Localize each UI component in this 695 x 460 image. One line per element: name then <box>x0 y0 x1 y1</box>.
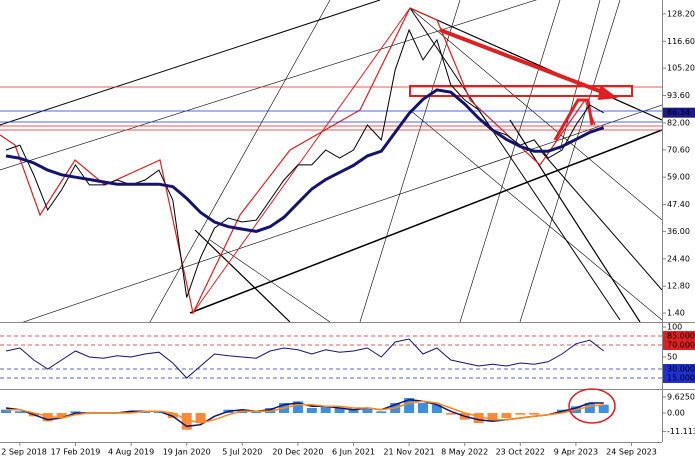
y-tick-label: 128.20 <box>667 9 695 18</box>
y-tick-label: -11.1130 <box>667 427 695 436</box>
y-tick-label: 36.00 <box>667 227 690 236</box>
histogram-bar <box>584 403 595 413</box>
histogram-bar <box>56 413 67 418</box>
histogram-bar <box>70 411 81 413</box>
y-tick-label: 100 <box>667 323 682 332</box>
y-tick-label: 1.40 <box>667 309 685 318</box>
y-tick-label: 9.6250 <box>667 392 695 401</box>
histogram-bar <box>306 408 317 413</box>
series-line <box>5 28 604 298</box>
y-tick-label: 93.60 <box>667 91 690 100</box>
histogram-bar <box>529 413 540 415</box>
x-tick-label: 20 Dec 2020 <box>272 448 323 457</box>
histogram-bar <box>140 411 150 413</box>
plots <box>0 28 662 430</box>
y-tick-label: 85.0000 <box>667 332 695 341</box>
x-tick-label: 5 Jul 2020 <box>222 448 262 457</box>
y-tick-label: 59.00 <box>667 173 690 182</box>
y-tick-label: 47.40 <box>667 200 690 209</box>
price-marker-label: 86.34 <box>667 108 690 117</box>
y-tick-label: 82.00 <box>667 118 690 127</box>
histogram-bar <box>598 404 609 413</box>
y-tick-badge <box>663 340 695 351</box>
y-tick-label: 116.60 <box>667 37 695 46</box>
y-tick-badge <box>663 331 695 342</box>
y-tick-badge <box>663 363 695 374</box>
histogram-bar <box>320 406 331 413</box>
histogram-bar <box>42 413 53 422</box>
series-line <box>6 400 604 424</box>
y-tick-label: 0.00 <box>667 409 685 418</box>
x-tick-label: 19 Jan 2020 <box>163 448 211 457</box>
y-tick-label: 15.0000 <box>667 373 695 382</box>
histogram-bar <box>362 408 373 413</box>
histogram-bar <box>181 413 192 430</box>
x-tick-label: 9 Apr 2023 <box>554 448 598 457</box>
histogram-bar <box>195 413 206 423</box>
y-tick-label: 24.40 <box>667 254 690 263</box>
histogram-bar <box>1 409 11 413</box>
y-tick-badge <box>663 372 695 383</box>
x-tick-label: 2 Sep 2018 <box>1 448 47 457</box>
y-tick-label: 105.20 <box>667 64 695 73</box>
histogram-bar <box>418 403 428 413</box>
x-tick-label: 17 Feb 2019 <box>51 448 101 457</box>
drawings <box>0 0 662 322</box>
x-tick-label: 24 Sep 2023 <box>606 448 657 457</box>
x-tick-label: 8 May 2022 <box>441 448 488 457</box>
y-tick-label: 30.0000 <box>667 364 695 373</box>
series-line <box>5 88 605 233</box>
price-marker <box>663 107 695 118</box>
histogram-bar <box>14 411 25 413</box>
histogram-bar <box>404 398 415 413</box>
highlight-circle <box>568 388 616 424</box>
histogram-bar <box>473 413 484 423</box>
x-tick-label: 6 Jun 2021 <box>332 448 375 457</box>
x-tick-label: 21 Nov 2021 <box>383 448 434 457</box>
x-tick-label: 23 Oct 2022 <box>496 448 545 457</box>
histogram-bar <box>167 413 178 418</box>
histogram-bar <box>153 411 164 413</box>
histogram-bar <box>501 413 512 418</box>
y-tick-label: 70.60 <box>667 145 690 154</box>
y-tick-label: 50 <box>667 352 677 361</box>
histogram-bar <box>126 411 137 413</box>
histogram-bar <box>251 411 262 413</box>
x-tick-label: 4 Aug 2019 <box>108 448 154 457</box>
histogram-bar <box>292 401 303 413</box>
histogram-bar <box>445 413 456 415</box>
histogram-bar <box>376 411 387 413</box>
series-line <box>5 338 605 379</box>
histogram-bar <box>487 413 498 422</box>
histogram-bar <box>348 409 359 413</box>
histogram-bar <box>334 408 345 413</box>
histogram-bar <box>431 404 442 413</box>
y-tick-label: 12.80 <box>667 282 690 291</box>
histogram-bar <box>515 413 526 415</box>
histogram-bar <box>265 408 276 413</box>
y-tick-label: 70.0000 <box>667 341 695 350</box>
